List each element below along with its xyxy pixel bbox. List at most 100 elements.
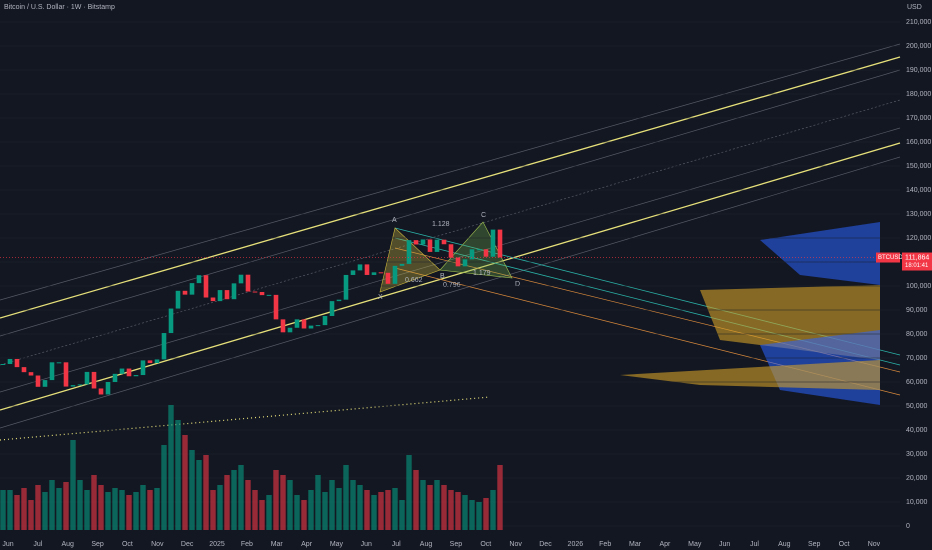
candle <box>182 290 188 295</box>
volume-bar <box>483 498 489 530</box>
candle <box>350 270 356 275</box>
candle <box>203 275 209 298</box>
volume-bar <box>91 475 97 530</box>
y-tick-label: 160,000 <box>906 139 931 146</box>
volume-bar <box>294 495 300 530</box>
volume-bar <box>350 480 356 530</box>
x-tick-label: Jun <box>361 541 372 548</box>
volume-bar <box>252 490 258 530</box>
candle <box>490 229 496 257</box>
x-tick-label: Sep <box>450 541 463 548</box>
volume-bar <box>77 480 83 530</box>
volume-bar <box>315 475 321 530</box>
candle <box>322 316 328 326</box>
volume-bar <box>259 500 265 530</box>
y-tick-label: 200,000 <box>906 43 931 50</box>
volume-bar <box>245 480 251 530</box>
volume-bar <box>126 495 132 530</box>
x-tick-label: Jun <box>2 541 13 548</box>
volume-bar <box>140 485 146 530</box>
candle <box>266 294 272 296</box>
volume-bar <box>308 490 314 530</box>
volume-bar <box>161 445 167 530</box>
volume-bar <box>70 440 76 530</box>
candle <box>98 388 104 395</box>
candle <box>455 257 461 267</box>
y-tick-label: 40,000 <box>906 427 928 434</box>
pattern-point: X <box>378 294 383 301</box>
volume-bar <box>154 488 160 530</box>
volume-bar <box>322 492 328 530</box>
x-tick-label: Dec <box>181 541 194 548</box>
volume-bar <box>56 488 62 530</box>
x-tick-label: Nov <box>151 541 164 548</box>
candle <box>210 297 216 302</box>
volume-bar <box>63 482 69 530</box>
candle <box>497 229 503 258</box>
pattern-ratio: 1.128 <box>432 221 450 228</box>
y-tick-label: 60,000 <box>906 379 928 386</box>
pattern-point: B <box>440 273 445 280</box>
x-tick-label: Jul <box>750 541 759 548</box>
x-tick-label: Apr <box>659 541 671 548</box>
volume-bar <box>497 465 503 530</box>
candle <box>49 362 55 381</box>
symbol-tag <box>876 252 900 263</box>
candle <box>287 327 293 333</box>
y-tick-label: 0 <box>906 523 910 530</box>
pattern-ratio: 0.662 <box>405 277 423 284</box>
y-tick-label: 210,000 <box>906 19 931 26</box>
y-tick-label: 50,000 <box>906 403 928 410</box>
x-tick-label: Mar <box>629 541 642 548</box>
candle <box>441 239 447 245</box>
candle <box>462 259 468 267</box>
volume-bar <box>301 500 307 530</box>
volume-bar <box>420 480 426 530</box>
candle <box>35 375 41 387</box>
x-tick-label: 2025 <box>209 541 225 548</box>
candle <box>147 360 153 364</box>
candle <box>42 380 48 387</box>
volume-bar <box>399 500 405 530</box>
candle <box>77 384 83 386</box>
volume-bar <box>42 492 48 530</box>
pattern-ratio: 0.796 <box>443 282 461 289</box>
y-tick-label: 20,000 <box>906 475 928 482</box>
x-tick-label: Aug <box>61 541 74 548</box>
volume-bar <box>182 435 188 530</box>
candle <box>224 290 230 300</box>
volume-bar <box>336 488 342 530</box>
candle <box>56 362 62 364</box>
x-tick-label: May <box>688 541 702 548</box>
candle <box>21 367 27 373</box>
volume-bar <box>469 500 475 530</box>
volume-bar <box>84 490 90 530</box>
candle <box>378 272 384 274</box>
candle <box>84 371 90 385</box>
candle <box>294 319 300 328</box>
candle <box>385 272 391 284</box>
candle <box>91 371 97 389</box>
volume-bar <box>112 488 118 530</box>
volume-bar <box>462 495 468 530</box>
volume-bar <box>490 490 496 530</box>
x-tick-label: Jun <box>719 541 730 548</box>
x-tick-label: Oct <box>839 541 850 548</box>
pattern-point: D <box>515 281 520 288</box>
volume-bar <box>196 460 202 530</box>
candle <box>217 290 223 302</box>
y-tick-label: 140,000 <box>906 187 931 194</box>
volume-bar <box>49 480 55 530</box>
x-tick-label: Jul <box>392 541 401 548</box>
volume-bar <box>133 492 139 530</box>
x-tick-label: 2026 <box>568 541 584 548</box>
volume-bar <box>168 405 174 530</box>
volume-bar <box>427 485 433 530</box>
volume-bar <box>434 480 440 530</box>
volume-bar <box>217 485 223 530</box>
candle <box>329 301 335 316</box>
y-tick-label: 170,000 <box>906 115 931 122</box>
candle <box>301 319 307 329</box>
volume-bar <box>210 490 216 530</box>
